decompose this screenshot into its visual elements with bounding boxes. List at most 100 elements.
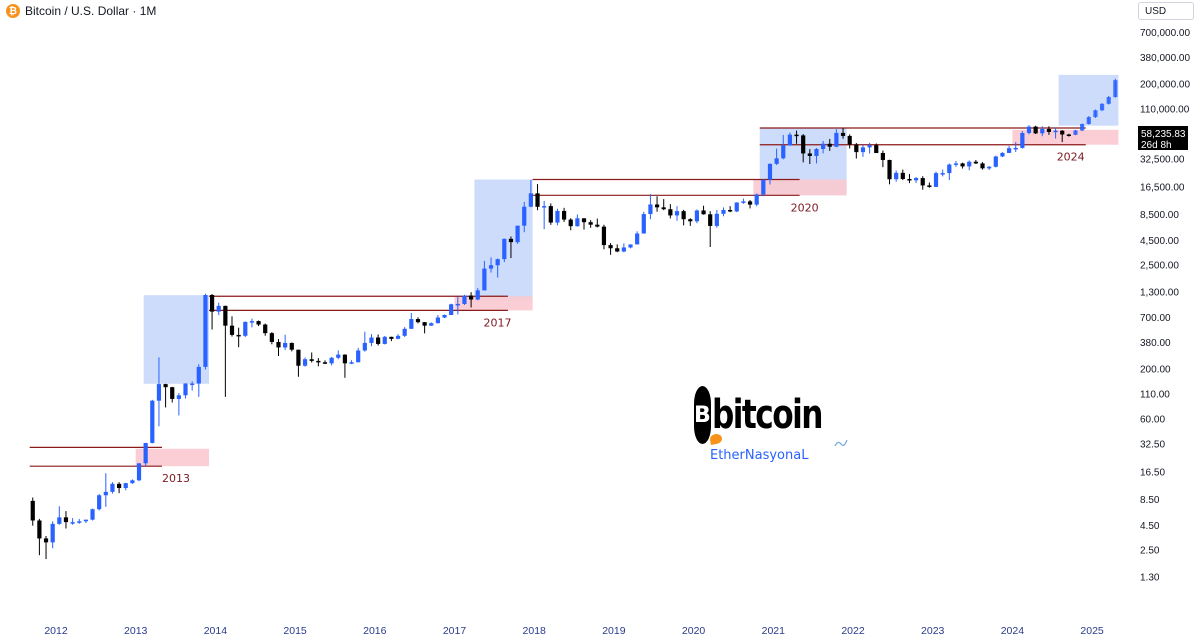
candle-body [216,305,221,312]
y-tick-label: 1,300.00 [1140,287,1179,298]
y-tick-label: 4.50 [1140,521,1160,532]
bitcoin-logo: B bitcoin EtherNasyonaL [694,386,848,486]
candle-body [721,209,726,214]
candle-body [548,206,553,223]
bitcoin-wordmark: bitcoin [711,392,823,438]
candle-body [615,248,620,252]
candle-body [561,210,567,220]
candle-body [442,315,447,318]
x-tick-label: 2016 [363,625,387,637]
candle-body [608,245,613,249]
x-tick-label: 2017 [443,625,467,637]
candle-body [575,218,580,227]
y-tick-label: 16.50 [1140,468,1165,479]
bar-countdown: 26d 8h [1141,140,1172,151]
cycle-label: 2020 [791,201,819,214]
candle-body [588,222,593,225]
candle-body [1026,126,1032,133]
bitcoin-coin-icon: ₿ [6,4,20,18]
cycle-label: 2013 [162,472,190,485]
candle-body [342,354,348,364]
candle-body [973,161,978,164]
candle-body [621,247,626,252]
candle-body [581,218,587,223]
candle-body [960,163,965,167]
y-tick-label: 110.00 [1140,389,1170,400]
symbol-header: ₿ Bitcoin / U.S. Dollar · 1M [6,3,156,19]
projection-candle [1086,117,1091,125]
y-tick-label: 32,500.00 [1140,155,1185,166]
candle-body [302,359,308,366]
candle-body [860,147,866,153]
candle-body [728,209,733,212]
candle-body [495,259,500,266]
candle-body [674,211,680,216]
candle-body [1013,147,1018,150]
y-tick-label: 8.50 [1140,495,1160,506]
currency-selector[interactable]: USD [1138,2,1194,20]
candle-body [256,321,261,325]
last-price-tag [1138,126,1188,150]
candle-body [1000,152,1005,157]
candle-body [356,350,361,363]
candle-body [913,178,919,181]
x-tick-label: 2012 [44,625,68,637]
candle-body [462,295,467,304]
candle-body [555,210,560,223]
candle-body [508,238,514,243]
candle-body [329,357,334,364]
candle-body [90,509,95,520]
candle-body [993,156,998,167]
candle-body [283,342,288,348]
y-tick-label: 200.00 [1140,365,1171,376]
candle-body [183,383,188,396]
candle-body [535,193,540,207]
candle-body [223,305,228,326]
candle-body [30,500,35,521]
candle-body [628,244,633,248]
candle-body [1033,126,1038,134]
candle-body [528,193,533,207]
candle-body [369,337,374,343]
y-tick-label: 700,000.00 [1140,28,1190,39]
candle-body [389,336,394,339]
candle-body [754,194,759,205]
x-tick-label: 2020 [682,625,706,637]
candle-body [409,319,414,329]
candle-body [827,143,832,147]
candle-body [880,153,885,160]
candle-body [243,321,248,336]
candle-body [103,491,108,496]
candle-body [382,336,387,344]
candle-body [1006,148,1012,153]
candle-body [987,166,992,169]
candle-body [701,210,706,215]
candle-body [767,163,773,180]
candle-body [781,145,786,159]
candle-body [894,172,899,180]
projection-candle [1099,103,1105,111]
candle-body [601,226,607,246]
candle-body [362,342,367,351]
support-zone [135,448,210,467]
x-tick-label: 2024 [1001,625,1025,637]
candle-body [900,172,905,179]
candle-body [395,335,401,339]
candle-body [794,134,799,137]
candle-body [1046,128,1052,132]
candle-body [953,163,959,165]
candle-body [668,209,673,216]
candle-body [761,179,766,195]
projection-candle [1080,124,1085,131]
candle-body [136,463,142,481]
y-tick-label: 16,500.00 [1140,183,1185,194]
candle-body [847,135,852,145]
candle-body [648,204,653,215]
projection-candle [1093,110,1098,118]
cycle-label: 2017 [483,316,511,329]
candle-body [209,294,215,312]
candle-body [807,153,812,156]
candle-body [469,295,474,300]
candle-body [515,225,520,243]
